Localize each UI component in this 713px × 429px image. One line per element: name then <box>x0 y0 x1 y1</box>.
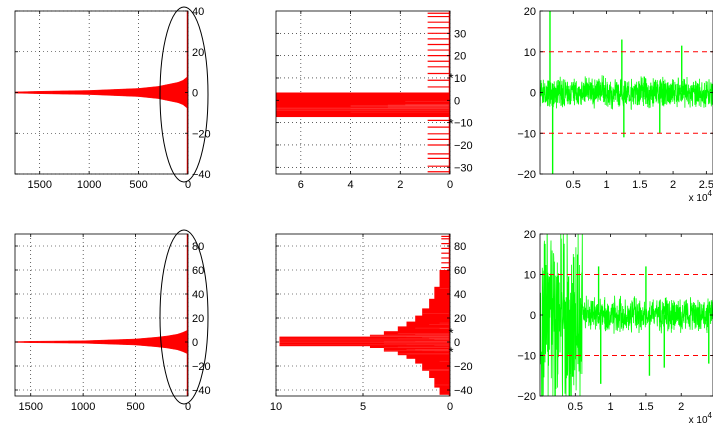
x-tick-label: 0 <box>185 179 191 191</box>
x-tick-label: 1.5 <box>632 179 647 191</box>
y-tick-label: 10 <box>454 73 466 85</box>
y-tick-label: −20 <box>454 140 473 152</box>
y-tick-label: 20 <box>524 229 536 241</box>
x-tick-label: 10 <box>270 401 282 413</box>
marker-star: * <box>448 71 453 86</box>
y-tick-label: 60 <box>192 265 204 277</box>
axes-frame <box>275 10 451 175</box>
x-tick-label: 2 <box>678 401 684 413</box>
x-tick-label: 0.5 <box>566 179 581 191</box>
plot-area <box>540 234 713 396</box>
x-tick-label: 1000 <box>71 401 95 413</box>
x-multiplier-exponent: 4 <box>708 411 713 420</box>
x-tick-label: 6 <box>298 179 304 191</box>
x-tick-label: 2.5 <box>699 179 713 191</box>
y-tick-label: −40 <box>454 385 473 397</box>
x-tick-label: 2 <box>670 179 676 191</box>
y-tick-label: −20 <box>517 169 536 181</box>
x-tick-label: 1.5 <box>638 401 653 413</box>
y-tick-label: −10 <box>454 118 473 130</box>
panel-top-left: 1500 1000 500 0 40 20 0 −20 −40 <box>14 6 211 191</box>
y-tick-label: 0 <box>454 95 460 107</box>
x-tick-label: 4 <box>348 179 354 191</box>
plot-area <box>15 234 188 396</box>
bar <box>405 100 450 106</box>
y-tick-label: 0 <box>530 310 536 322</box>
x-tick-label: 0 <box>185 401 191 413</box>
x-tick-label: 0.5 <box>568 401 583 413</box>
y-tick-label: 60 <box>454 265 466 277</box>
x-tick-label: 2 <box>397 179 403 191</box>
y-tick-label: 0 <box>192 88 198 100</box>
y-tick-label: 20 <box>192 313 204 325</box>
series-line <box>540 75 713 110</box>
plot-area <box>540 11 713 174</box>
y-tick-label: −20 <box>454 361 473 373</box>
y-tick-label: 40 <box>454 289 466 301</box>
series-line <box>540 234 713 396</box>
y-tick-label: 0 <box>530 88 536 100</box>
panel-bottom-middle: * * 10 5 0 80 60 40 20 0 −20 −40 <box>270 233 473 413</box>
y-tick-label: −20 <box>192 361 211 373</box>
marker-star: * <box>448 116 453 131</box>
plot-area <box>276 11 450 174</box>
y-tick-label: 30 <box>454 28 466 40</box>
marker-star: * <box>448 325 453 340</box>
y-tick-label: −20 <box>517 391 536 403</box>
x-tick-label: 0 <box>447 179 453 191</box>
y-tick-label: 0 <box>192 337 198 349</box>
x-tick-label: 5 <box>360 401 366 413</box>
y-tick-label: 20 <box>192 47 204 59</box>
x-multiplier-exponent: 4 <box>708 189 713 198</box>
y-tick-label: 20 <box>454 51 466 63</box>
x-tick-label: 1000 <box>77 179 101 191</box>
plot-area <box>15 11 188 174</box>
y-tick-label: 40 <box>192 289 204 301</box>
y-tick-label: −10 <box>517 351 536 363</box>
y-tick-label: −20 <box>192 128 211 140</box>
y-tick-label: 20 <box>454 313 466 325</box>
x-tick-label: 1500 <box>18 401 42 413</box>
x-tick-label: 1 <box>608 401 614 413</box>
marker-star: * <box>448 345 453 360</box>
y-tick-label: 0 <box>454 337 460 349</box>
bar <box>439 270 450 395</box>
annotation-ellipse <box>159 6 209 183</box>
x-multiplier: x 104 <box>689 189 713 204</box>
y-tick-label: −10 <box>517 128 536 140</box>
y-tick-label: −40 <box>192 385 211 397</box>
y-tick-label: 10 <box>524 47 536 59</box>
bar <box>279 336 450 347</box>
x-tick-label: 0 <box>447 401 453 413</box>
axes-frame <box>14 233 189 397</box>
annotation-ellipse <box>159 229 209 405</box>
x-tick-label: 500 <box>129 179 147 191</box>
x-tick-label: 1500 <box>27 179 51 191</box>
plot-area <box>279 234 450 396</box>
y-tick-label: 20 <box>524 6 536 18</box>
x-tick-label: 1 <box>603 179 609 191</box>
y-tick-label: 40 <box>192 6 204 18</box>
y-tick-label: −40 <box>192 169 211 181</box>
x-tick-label: 500 <box>126 401 144 413</box>
y-tick-label: −30 <box>454 162 473 174</box>
y-tick-label: 10 <box>524 270 536 282</box>
y-tick-label: 80 <box>454 241 466 253</box>
x-multiplier: x 104 <box>689 411 713 426</box>
